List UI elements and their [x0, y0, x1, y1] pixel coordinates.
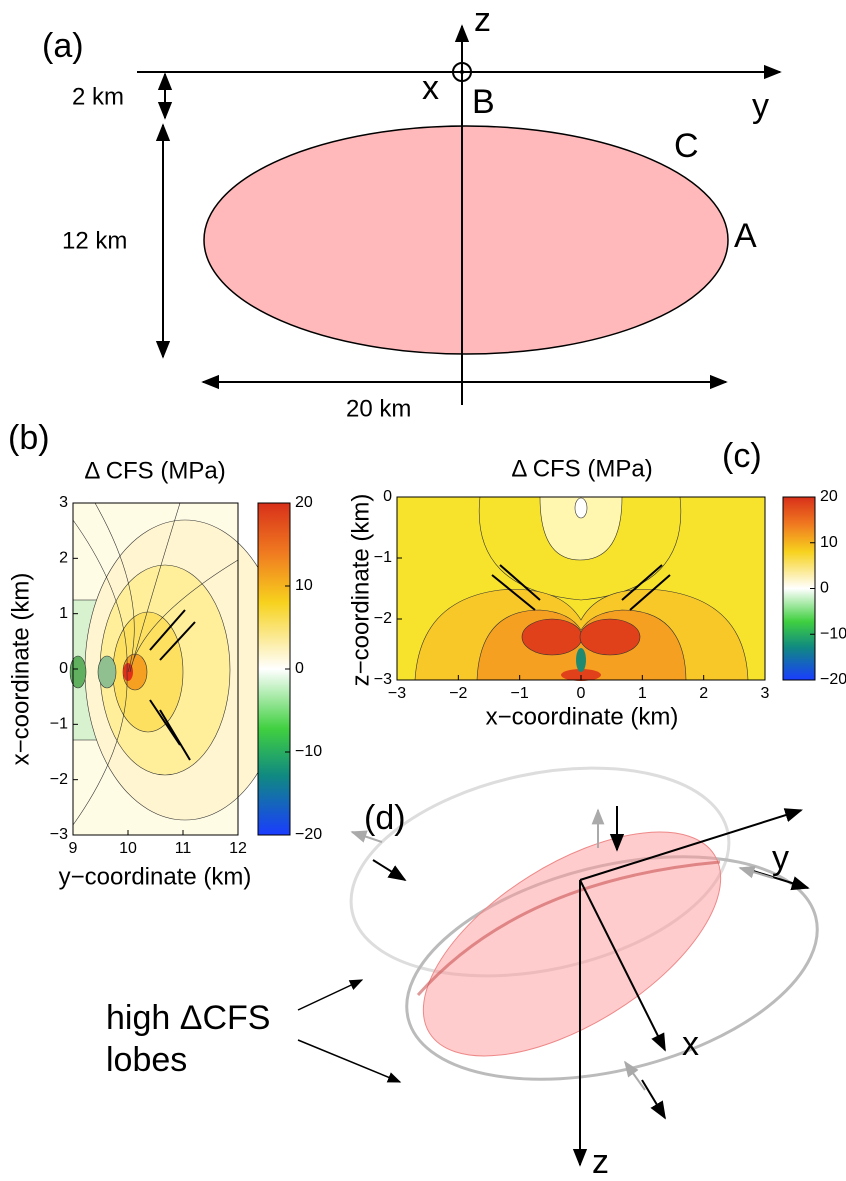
- y-tick-label: −1: [374, 549, 392, 566]
- y-tick-label: −3: [374, 671, 392, 688]
- y-axis: [579, 808, 803, 881]
- annotation: lobes: [106, 1041, 187, 1079]
- y-tick-label: −1: [50, 716, 68, 733]
- annotation-arrow: [297, 1039, 402, 1083]
- y-tick-label: −2: [374, 610, 392, 627]
- x-tick-label: 1: [638, 685, 647, 702]
- colorbar-tick-label: −20: [820, 671, 846, 688]
- y-tick-label: −2: [50, 771, 68, 788]
- y-tick-label: 3: [59, 494, 68, 511]
- plot-title: Δ CFS (MPa): [84, 457, 225, 484]
- stress-arrow: [624, 1060, 646, 1091]
- annotation-arrow: [297, 979, 364, 1011]
- panel-a: (a) z y x B C A 2 km 12 km 20 km: [42, 1, 782, 422]
- annotation: high ΔCFS: [106, 999, 270, 1037]
- colorbar: [782, 496, 816, 681]
- axis-label: y: [752, 87, 769, 125]
- colorbar-tick-label: 10: [295, 577, 313, 594]
- stress-arrow: [738, 866, 774, 879]
- panel-label: (c): [722, 437, 762, 475]
- stress-arrow: [350, 830, 383, 843]
- colorbar-tick-label: 20: [295, 494, 313, 511]
- x-tick-label: 10: [119, 840, 137, 857]
- stress-arrow: [372, 859, 407, 881]
- stress-arrow: [641, 1079, 666, 1120]
- axis-label: y: [772, 839, 789, 877]
- colorbar-tick-label: −10: [820, 625, 846, 642]
- point-label: B: [472, 83, 495, 121]
- colorbar-tick-label: −10: [295, 743, 322, 760]
- colorbar-tick-label: −20: [295, 826, 322, 843]
- colorbar-tick-label: 0: [820, 580, 829, 597]
- y-tick-label: −3: [50, 826, 68, 843]
- point-label: C: [674, 127, 699, 165]
- colorbar-tick-label: 10: [820, 534, 838, 551]
- x-tick-label: 12: [229, 840, 247, 857]
- axis-label: z: [592, 1143, 609, 1181]
- axis-label: z: [474, 1, 491, 39]
- dimension-label: 12 km: [62, 227, 127, 254]
- x-axis-label: y−coordinate (km): [59, 863, 252, 890]
- fault-trace: [416, 860, 721, 996]
- x-axis-label: x−coordinate (km): [486, 703, 679, 730]
- colorbar-tick-label: 20: [820, 488, 838, 505]
- x-tick-label: −1: [511, 685, 529, 702]
- x-axis-symbol: [452, 62, 472, 82]
- x-tick-label: −2: [449, 685, 467, 702]
- contours: [414, 496, 749, 681]
- dimension-label: 20 km: [346, 395, 411, 422]
- x-tick-label: 3: [761, 685, 770, 702]
- y-tick-label: 0: [383, 488, 392, 505]
- contours: [70, 503, 285, 825]
- panel-b: (b) Δ CFS (MPa) y−coordinate (km) x−coor…: [7, 419, 291, 890]
- y-tick-label: 2: [59, 550, 68, 567]
- panel-label: (d): [364, 799, 406, 837]
- fault-ellipse: [203, 125, 729, 355]
- panel-c: (c) Δ CFS (MPa) x−coordinate (km) z−coor…: [347, 437, 816, 730]
- x-tick-label: 11: [175, 840, 192, 857]
- y-tick-label: 1: [59, 605, 68, 622]
- y-tick-label: 0: [59, 660, 68, 677]
- panel-d: (d) y x z high ΔCFS lobes: [106, 766, 819, 1181]
- x-axis: [579, 879, 666, 1052]
- point-label: A: [734, 217, 757, 255]
- x-tick-label: 0: [577, 685, 586, 702]
- x-axis-dot: [460, 70, 464, 74]
- plot-title: Δ CFS (MPa): [511, 455, 652, 482]
- axis-label: x: [422, 69, 439, 107]
- axis-label: x: [682, 1025, 699, 1063]
- x-tick-label: −3: [388, 685, 406, 702]
- y-axis-label: z−coordinate (km): [347, 494, 374, 687]
- fault-ellipse: [422, 831, 722, 1057]
- panel-label: (b): [8, 419, 50, 457]
- colorbar-tick-label: 0: [295, 660, 304, 677]
- x-tick-label: 2: [699, 685, 708, 702]
- x-tick-label: 9: [69, 840, 78, 857]
- panel-label: (a): [42, 27, 84, 65]
- y-axis-label: x−coordinate (km): [7, 573, 34, 766]
- dimension-label: 2 km: [72, 83, 124, 110]
